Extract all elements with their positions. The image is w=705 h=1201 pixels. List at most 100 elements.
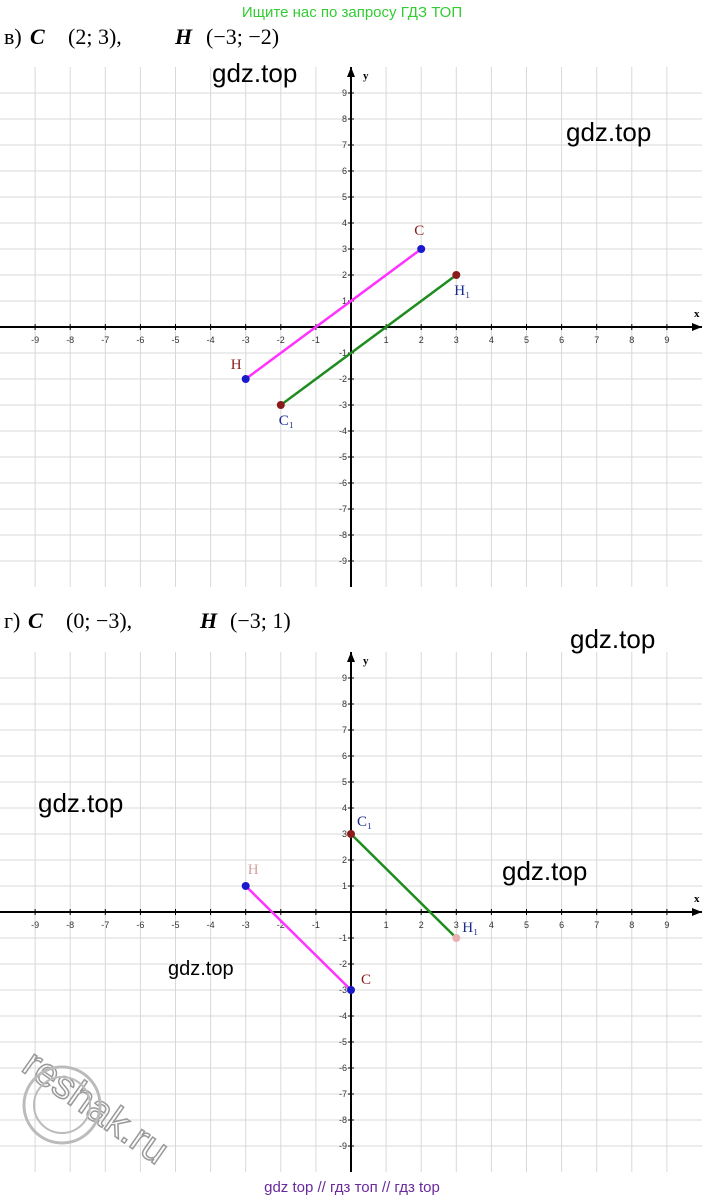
x-tick-label: 2 bbox=[419, 335, 424, 345]
copyright-icon bbox=[33, 1076, 91, 1134]
y-tick-label: -7 bbox=[339, 1089, 347, 1099]
watermark: gdz.top bbox=[566, 117, 651, 147]
y-tick-label: 9 bbox=[342, 88, 347, 98]
x-tick-label: 9 bbox=[664, 335, 669, 345]
y-axis-label: y bbox=[363, 655, 369, 667]
x-tick-label: 2 bbox=[419, 920, 424, 930]
x-tick-label: 1 bbox=[384, 335, 389, 345]
x-tick-label: 3 bbox=[454, 920, 459, 930]
y-tick-label: -9 bbox=[339, 1141, 347, 1151]
y-tick-label: -8 bbox=[339, 530, 347, 540]
y-tick-label: -1 bbox=[339, 933, 347, 943]
y-tick-label: 4 bbox=[342, 218, 347, 228]
y-tick-label: -9 bbox=[339, 556, 347, 566]
x-tick-label: -3 bbox=[242, 920, 250, 930]
segment bbox=[244, 885, 352, 991]
y-tick-label: 6 bbox=[342, 751, 347, 761]
segment bbox=[350, 833, 458, 939]
x-tick-label: -7 bbox=[101, 920, 109, 930]
x-axis-arrow bbox=[692, 323, 702, 331]
watermark: gdz.top bbox=[212, 58, 297, 88]
x-tick-label: 6 bbox=[559, 920, 564, 930]
title-part: (−3; 1) bbox=[230, 608, 291, 633]
x-tick-label: 5 bbox=[524, 920, 529, 930]
y-tick-label: -7 bbox=[339, 504, 347, 514]
problem-title: в) C (2; 3), H (−3; −2) bbox=[4, 24, 279, 49]
x-tick-label: -8 bbox=[66, 335, 74, 345]
point bbox=[276, 401, 285, 409]
y-tick-label: 8 bbox=[342, 114, 347, 124]
y-tick-label: 8 bbox=[342, 699, 347, 709]
x-tick-label: -8 bbox=[66, 920, 74, 930]
y-axis-label: y bbox=[363, 70, 369, 82]
x-tick-label: -5 bbox=[171, 335, 179, 345]
point bbox=[452, 271, 461, 279]
x-tick-label: 4 bbox=[489, 920, 494, 930]
watermark: gdz.top bbox=[38, 788, 123, 818]
y-tick-label: -4 bbox=[339, 1011, 347, 1021]
x-tick-label: -4 bbox=[207, 920, 215, 930]
x-tick-label: -9 bbox=[31, 920, 39, 930]
point-label: C₁ bbox=[357, 814, 372, 830]
title-part: (2; 3), bbox=[68, 24, 122, 49]
y-tick-label: 1 bbox=[342, 296, 347, 306]
title-part: (0; −3), bbox=[66, 608, 132, 633]
title-part: (−3; −2) bbox=[206, 24, 279, 49]
y-tick-label: -1 bbox=[339, 348, 347, 358]
watermark: gdz.top bbox=[570, 624, 655, 654]
x-tick-label: -7 bbox=[101, 335, 109, 345]
x-axis-arrow bbox=[692, 908, 702, 916]
point bbox=[241, 882, 250, 890]
y-tick-label: 7 bbox=[342, 140, 347, 150]
reshak-watermark: reshak.ru bbox=[15, 1041, 177, 1173]
x-axis-label: x bbox=[694, 893, 700, 905]
y-tick-label: -6 bbox=[339, 478, 347, 488]
y-tick-label: 5 bbox=[342, 777, 347, 787]
x-tick-label: 1 bbox=[384, 920, 389, 930]
x-tick-label: -1 bbox=[312, 335, 320, 345]
x-tick-label: -2 bbox=[277, 335, 285, 345]
x-tick-label: -2 bbox=[277, 920, 285, 930]
x-tick-label: -5 bbox=[171, 920, 179, 930]
x-tick-label: -3 bbox=[242, 335, 250, 345]
watermark: gdz.top bbox=[502, 856, 587, 886]
problem-title: г) C (0; −3), H (−3; 1) bbox=[4, 608, 291, 633]
point-label: H bbox=[248, 862, 259, 878]
segment bbox=[280, 273, 458, 407]
plot: г) C (0; −3), H (−3; 1) x y -9 -8 -7 -6 -5 -4 -3 -2 -1 1… bbox=[0, 608, 702, 1172]
y-tick-label: 9 bbox=[342, 673, 347, 683]
x-tick-label: -9 bbox=[31, 335, 39, 345]
y-tick-label: 7 bbox=[342, 725, 347, 735]
x-tick-label: -6 bbox=[136, 335, 144, 345]
y-tick-label: 5 bbox=[342, 192, 347, 202]
x-tick-label: 9 bbox=[664, 920, 669, 930]
y-tick-label: 4 bbox=[342, 803, 347, 813]
y-tick-label: -5 bbox=[339, 1037, 347, 1047]
x-tick-label: 4 bbox=[489, 335, 494, 345]
x-tick-label: 3 bbox=[454, 335, 459, 345]
copyright-icon bbox=[22, 1065, 102, 1145]
title-part: H bbox=[174, 24, 193, 49]
point-label: H bbox=[231, 357, 242, 373]
x-tick-label: 8 bbox=[629, 335, 634, 345]
x-tick-label: 7 bbox=[594, 335, 599, 345]
y-tick-label: -4 bbox=[339, 426, 347, 436]
y-axis-arrow bbox=[347, 652, 355, 662]
x-tick-label: 5 bbox=[524, 335, 529, 345]
point bbox=[347, 830, 355, 838]
title-part: C bbox=[30, 24, 45, 49]
x-axis-label: x bbox=[694, 308, 700, 320]
watermark: gdz.top bbox=[168, 958, 234, 980]
title-part: в) bbox=[4, 24, 22, 49]
x-tick-label: -4 bbox=[207, 335, 215, 345]
title-part: C bbox=[28, 608, 43, 633]
point-label: H₁ bbox=[454, 283, 470, 299]
point bbox=[347, 986, 355, 994]
title-part: г) bbox=[4, 608, 20, 633]
point-label: C bbox=[361, 972, 371, 988]
y-tick-label: 2 bbox=[342, 855, 347, 865]
y-tick-label: 1 bbox=[342, 881, 347, 891]
y-tick-label: 3 bbox=[342, 829, 347, 839]
y-tick-label: -3 bbox=[339, 400, 347, 410]
point-label: C bbox=[414, 223, 424, 239]
